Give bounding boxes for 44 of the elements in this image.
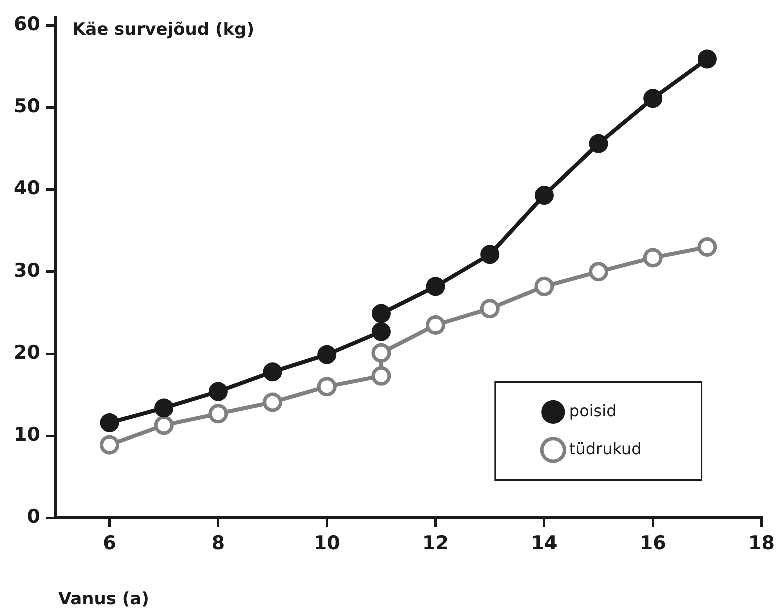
point <box>208 404 228 424</box>
point <box>100 435 120 455</box>
y-tick-label: 50 <box>14 96 40 118</box>
legend-label: poisid <box>569 401 617 420</box>
x-tick-label: 6 <box>103 532 116 555</box>
point <box>644 89 663 108</box>
point <box>480 299 500 319</box>
point <box>534 186 554 206</box>
point <box>372 366 392 386</box>
point <box>534 276 554 296</box>
point <box>589 134 608 154</box>
x-tick-label: 16 <box>640 532 666 555</box>
x-tick-label: 10 <box>314 532 340 555</box>
point <box>154 416 174 436</box>
y-tick-label: 20 <box>14 342 40 364</box>
point <box>372 322 391 342</box>
point <box>372 304 391 324</box>
point <box>263 362 282 382</box>
point <box>426 277 446 296</box>
point <box>263 392 283 412</box>
x-tick-label: 18 <box>748 532 776 555</box>
y-axis-title: Käe survejõud (kg) <box>72 20 254 40</box>
point <box>318 345 337 364</box>
legend-label: tüdrukud <box>569 439 642 458</box>
point <box>208 382 228 402</box>
y-tick-label: 30 <box>14 260 40 282</box>
point <box>480 245 500 264</box>
point <box>589 262 609 282</box>
x-axis-title: Vanus (a) <box>58 589 150 610</box>
point <box>317 377 337 397</box>
point <box>643 248 663 268</box>
point <box>372 343 392 363</box>
x-tick-label: 14 <box>531 532 558 555</box>
y-tick-label: 0 <box>27 506 40 528</box>
point <box>426 316 446 336</box>
x-tick-label: 12 <box>422 532 450 555</box>
point <box>154 398 174 418</box>
x-tick-label: 8 <box>212 532 226 555</box>
y-tick-label: 10 <box>14 424 40 446</box>
point <box>698 238 718 258</box>
y-tick-label: 40 <box>14 178 40 200</box>
point <box>698 50 717 69</box>
point <box>100 413 120 432</box>
y-tick-label: 60 <box>14 14 40 36</box>
